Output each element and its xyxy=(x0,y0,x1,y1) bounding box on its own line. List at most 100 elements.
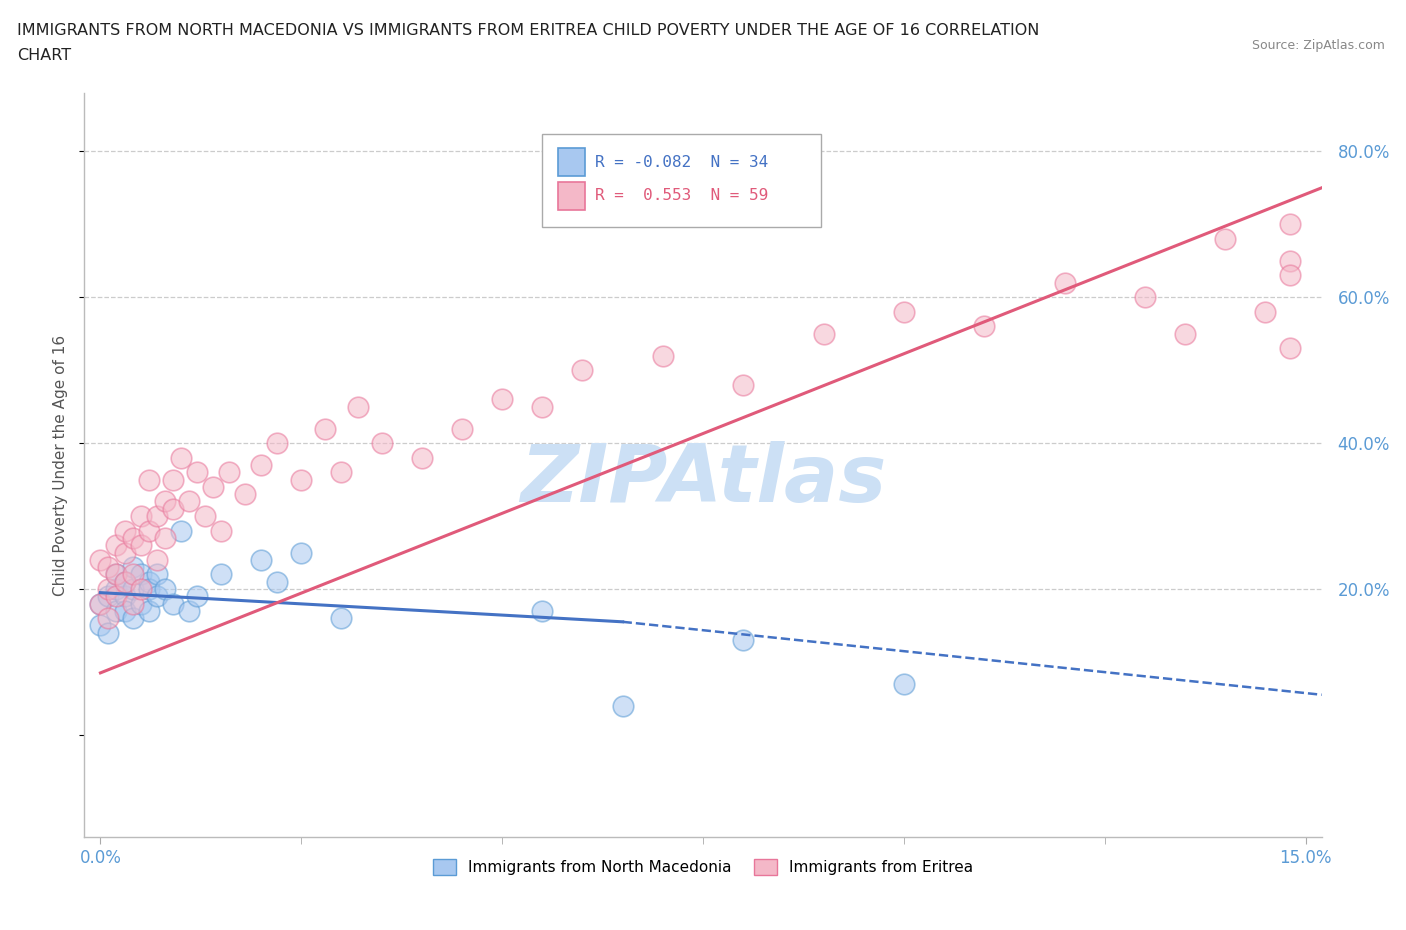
Point xyxy=(1174,326,1197,341)
Point xyxy=(114,589,136,604)
Point xyxy=(105,567,128,582)
Point xyxy=(121,530,143,545)
Point xyxy=(290,472,312,487)
Point xyxy=(97,625,120,640)
Point xyxy=(153,530,176,545)
Point xyxy=(97,611,120,626)
Point xyxy=(114,604,136,618)
Point xyxy=(145,509,167,524)
Point xyxy=(138,574,160,589)
Point xyxy=(89,552,111,567)
Point xyxy=(129,567,152,582)
Point xyxy=(531,399,554,414)
Point xyxy=(145,567,167,582)
Y-axis label: Child Poverty Under the Age of 16: Child Poverty Under the Age of 16 xyxy=(53,335,69,595)
Point xyxy=(411,450,433,465)
Point xyxy=(114,524,136,538)
Point xyxy=(266,574,288,589)
Point xyxy=(973,319,995,334)
FancyBboxPatch shape xyxy=(558,148,585,177)
Point xyxy=(121,560,143,575)
Point xyxy=(121,611,143,626)
Point xyxy=(571,363,593,378)
Point xyxy=(1213,232,1236,246)
Point xyxy=(290,545,312,560)
Point xyxy=(233,486,256,501)
Point xyxy=(651,348,673,363)
Point xyxy=(1053,275,1076,290)
Point xyxy=(129,509,152,524)
Point xyxy=(114,574,136,589)
Point xyxy=(138,581,160,596)
Point xyxy=(250,552,273,567)
Text: IMMIGRANTS FROM NORTH MACEDONIA VS IMMIGRANTS FROM ERITREA CHILD POVERTY UNDER T: IMMIGRANTS FROM NORTH MACEDONIA VS IMMIG… xyxy=(17,23,1039,38)
Point xyxy=(451,421,474,436)
FancyBboxPatch shape xyxy=(543,134,821,227)
Point xyxy=(97,581,120,596)
Point xyxy=(89,618,111,633)
Point xyxy=(162,501,184,516)
Point xyxy=(194,509,217,524)
Point xyxy=(531,604,554,618)
Point xyxy=(346,399,368,414)
Text: Source: ZipAtlas.com: Source: ZipAtlas.com xyxy=(1251,39,1385,52)
Point xyxy=(177,494,200,509)
Point xyxy=(145,552,167,567)
Point xyxy=(209,567,232,582)
Point xyxy=(105,589,128,604)
Point xyxy=(121,581,143,596)
Point xyxy=(491,392,513,406)
Point xyxy=(129,581,152,596)
Point xyxy=(105,604,128,618)
Point xyxy=(733,632,755,647)
Point xyxy=(201,480,224,495)
Point xyxy=(162,472,184,487)
Point xyxy=(612,698,634,713)
Point xyxy=(1278,341,1301,356)
Text: R =  0.553  N = 59: R = 0.553 N = 59 xyxy=(595,188,769,203)
Point xyxy=(97,589,120,604)
Point xyxy=(209,524,232,538)
Point xyxy=(314,421,336,436)
Point xyxy=(153,581,176,596)
Point xyxy=(97,560,120,575)
Point xyxy=(370,435,392,450)
Point xyxy=(1278,217,1301,232)
Point xyxy=(1133,290,1156,305)
Point xyxy=(893,304,915,319)
Point xyxy=(170,450,193,465)
Point xyxy=(218,465,240,480)
Point xyxy=(162,596,184,611)
Point xyxy=(105,581,128,596)
Point xyxy=(1278,253,1301,268)
Point xyxy=(266,435,288,450)
Point xyxy=(105,538,128,552)
Point xyxy=(105,567,128,582)
Point xyxy=(813,326,835,341)
Point xyxy=(186,589,208,604)
Point xyxy=(129,538,152,552)
Text: CHART: CHART xyxy=(17,48,70,63)
Point xyxy=(114,545,136,560)
Text: R = -0.082  N = 34: R = -0.082 N = 34 xyxy=(595,154,769,169)
Point xyxy=(170,524,193,538)
Point xyxy=(177,604,200,618)
Point xyxy=(733,378,755,392)
Point xyxy=(250,458,273,472)
Point xyxy=(330,465,353,480)
Point xyxy=(121,596,143,611)
Point xyxy=(186,465,208,480)
Point xyxy=(138,472,160,487)
Point xyxy=(89,596,111,611)
Point xyxy=(89,596,111,611)
Point xyxy=(138,604,160,618)
Point xyxy=(121,567,143,582)
Point xyxy=(129,596,152,611)
Point xyxy=(138,524,160,538)
Text: ZIPAtlas: ZIPAtlas xyxy=(520,441,886,519)
Point xyxy=(1254,304,1277,319)
Point xyxy=(330,611,353,626)
Point xyxy=(893,676,915,691)
Point xyxy=(114,574,136,589)
Legend: Immigrants from North Macedonia, Immigrants from Eritrea: Immigrants from North Macedonia, Immigra… xyxy=(426,853,980,882)
